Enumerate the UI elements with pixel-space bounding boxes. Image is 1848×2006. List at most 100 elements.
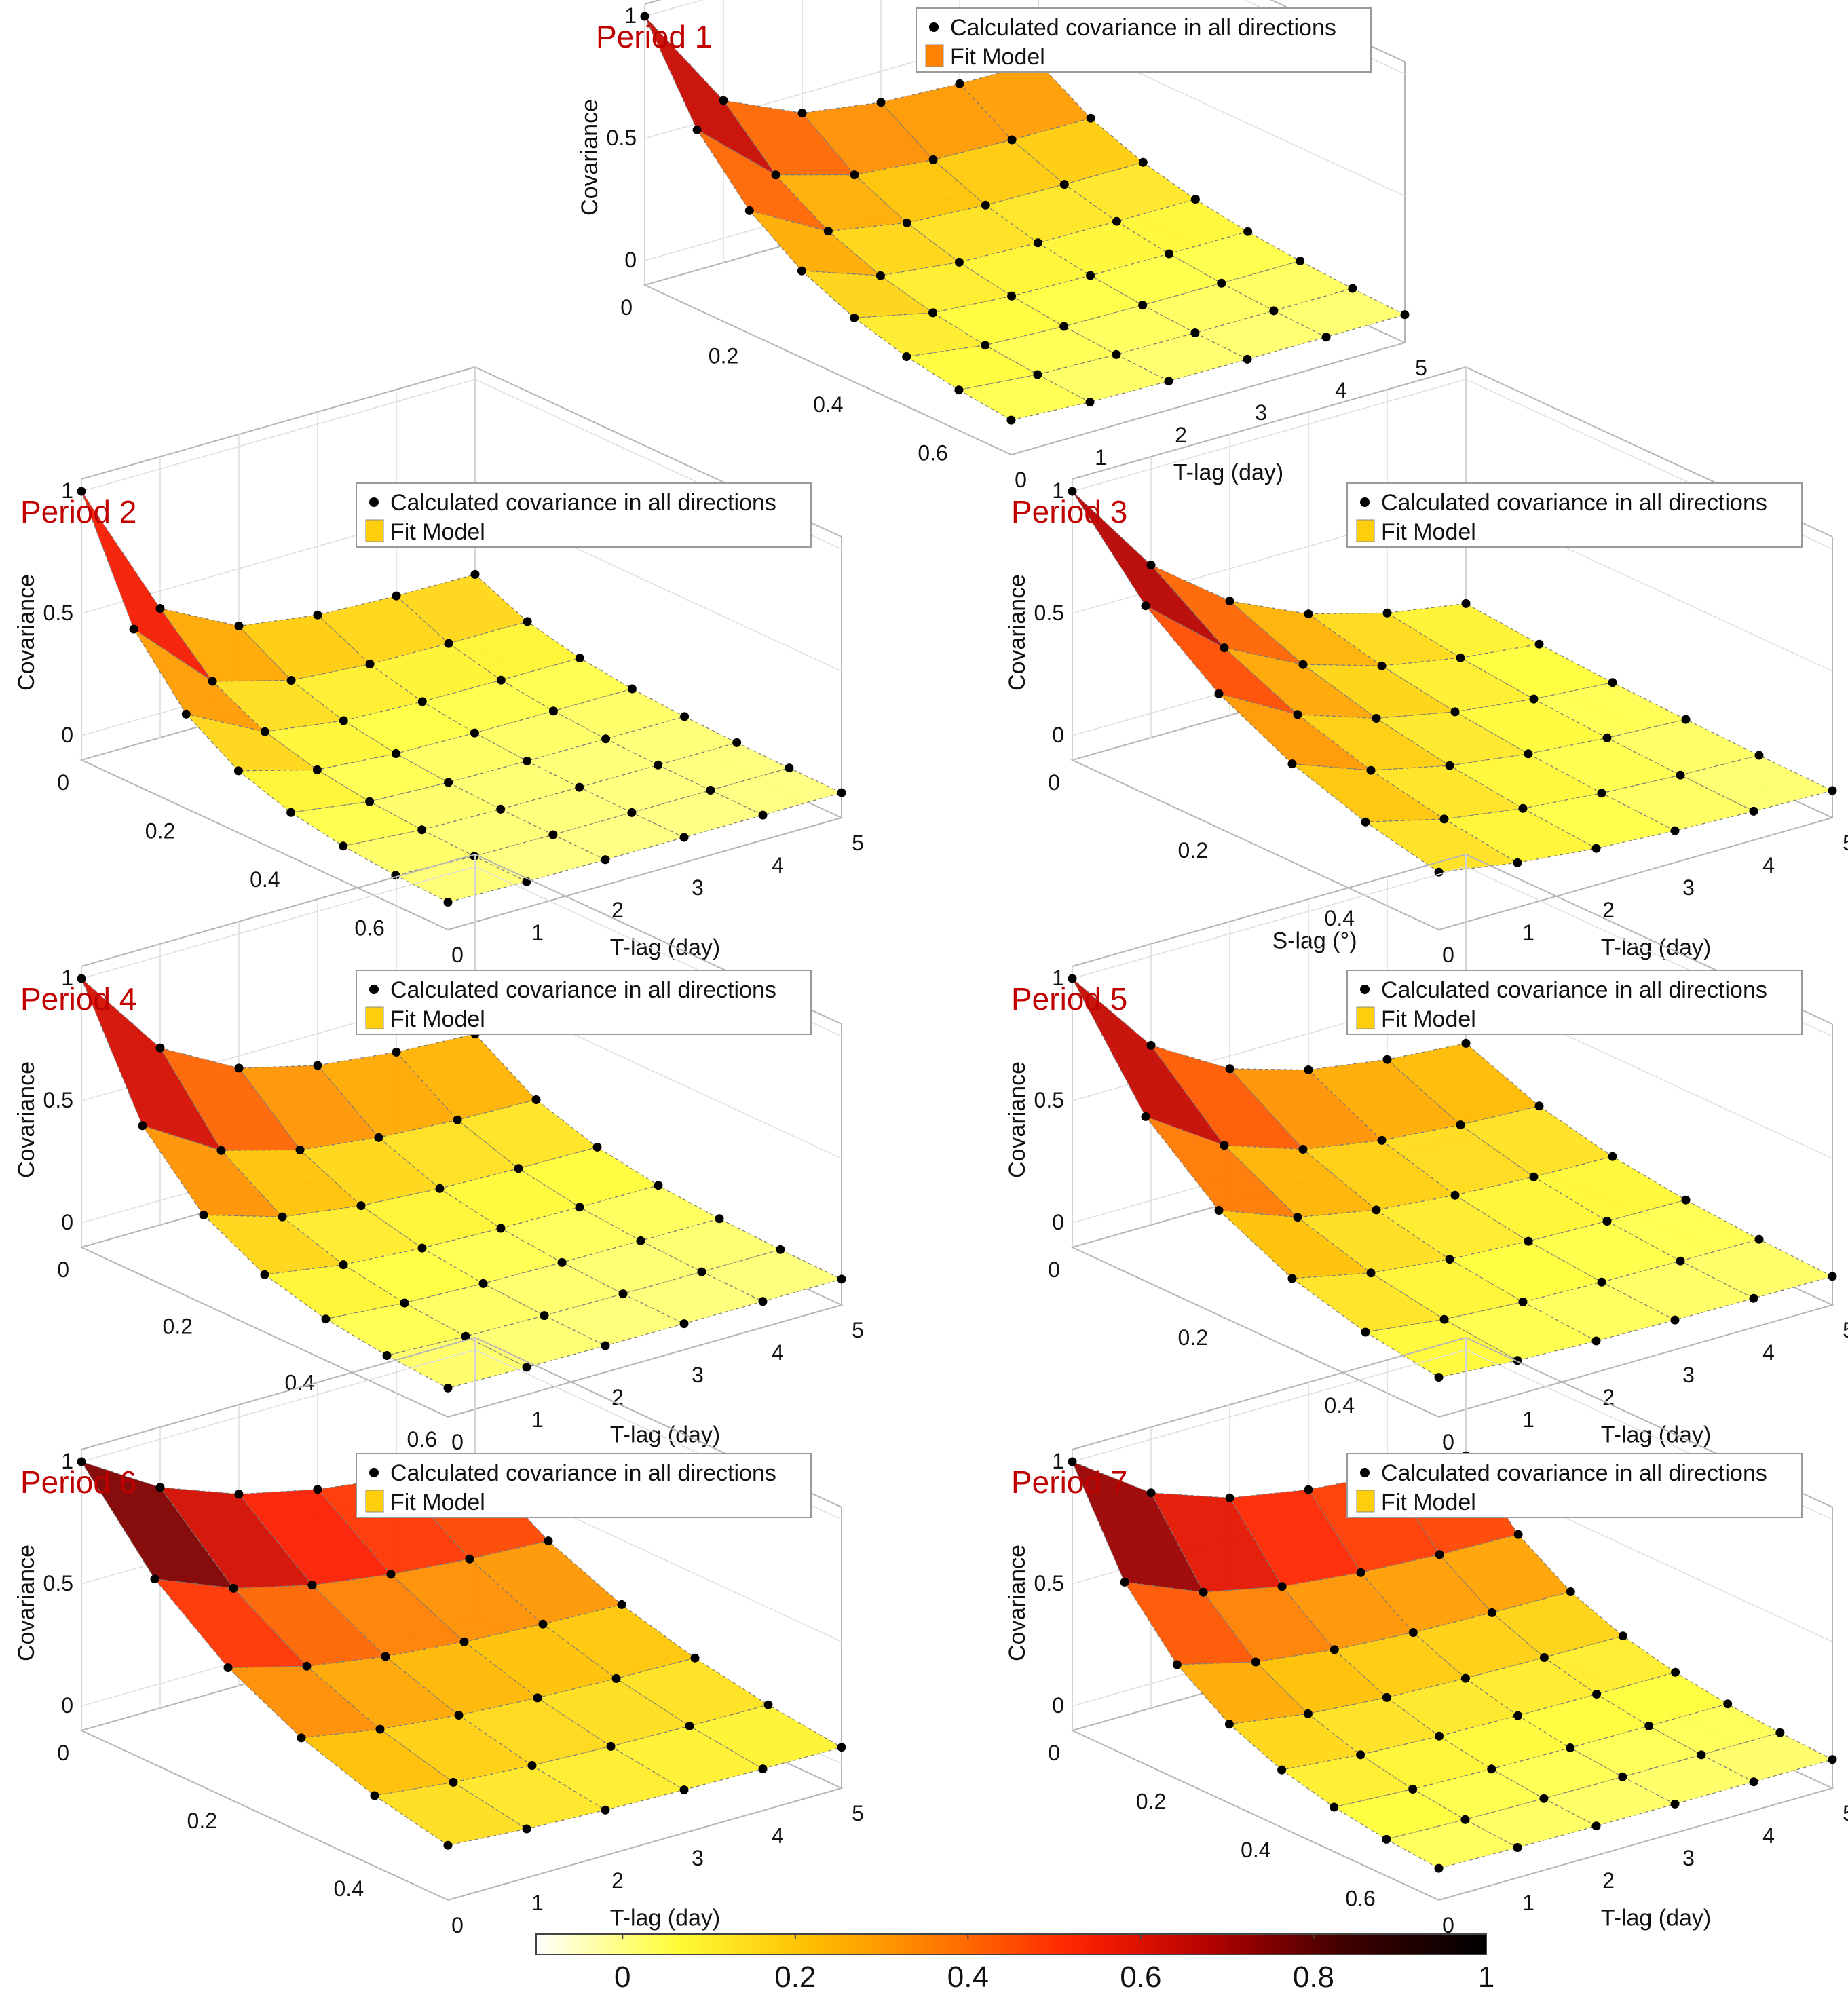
data-point <box>1217 278 1226 288</box>
data-point <box>1220 1141 1229 1150</box>
surface-patch <box>220 1149 362 1217</box>
top-back-line <box>81 854 476 967</box>
data-point <box>1566 1587 1575 1596</box>
s-tick-label: 0.4 <box>334 1876 364 1901</box>
data-point <box>1597 1277 1606 1287</box>
data-point <box>837 788 846 797</box>
data-point <box>1534 639 1544 649</box>
data-point <box>1059 322 1069 331</box>
surface-patch <box>1527 737 1682 794</box>
z-tick-label: 0 <box>624 248 637 272</box>
legend-surface-label: Fit Model <box>390 519 485 545</box>
data-point <box>1518 1298 1528 1306</box>
surface-patch <box>1606 719 1760 776</box>
data-point <box>1775 1728 1785 1737</box>
data-point <box>715 1214 724 1224</box>
data-point <box>719 96 728 105</box>
data-point <box>548 706 558 716</box>
surface-patch <box>1359 1735 1493 1790</box>
s-tick-label: 0.6 <box>1345 1886 1375 1910</box>
data-point <box>1754 751 1764 760</box>
data-point <box>797 266 806 276</box>
legend-box <box>1346 1453 1803 1518</box>
s-tick-label: 0 <box>1048 770 1060 795</box>
data-point <box>77 487 86 496</box>
data-point <box>138 1121 147 1131</box>
data-point <box>234 621 244 630</box>
s-tick-label: 0.6 <box>407 1427 437 1452</box>
z-tick-label: 1 <box>61 966 73 990</box>
data-point <box>1287 759 1297 769</box>
data-point <box>339 716 348 725</box>
legend-surface-swatch <box>925 44 944 67</box>
data-point <box>1697 1750 1706 1760</box>
data-point <box>617 1600 626 1609</box>
surface-patch <box>211 679 345 732</box>
data-point <box>155 1043 165 1053</box>
data-point <box>370 1791 379 1800</box>
top-back-line <box>1072 366 1467 480</box>
t-tick-label: 4 <box>772 853 784 877</box>
data-point <box>1138 301 1148 310</box>
data-point <box>1321 333 1331 342</box>
surface-patch <box>1679 755 1834 812</box>
panel-period-5: 0 0.5 1 0 0.2 0.4 0 1 2 3 4 5 Covariance T-lag (day) P… <box>1004 854 1848 1454</box>
data-point <box>1007 291 1017 301</box>
legend: Calculated covariance in all directions F… <box>356 1453 812 1518</box>
data-point <box>1539 1794 1549 1803</box>
s-tick-label: 0.4 <box>1325 906 1355 930</box>
data-point <box>627 808 637 817</box>
data-point <box>321 1314 331 1324</box>
data-point <box>797 109 807 118</box>
data-point <box>823 227 833 236</box>
z-tick-label: 0 <box>61 1693 73 1718</box>
panel-period-3: 0 0.5 1 0 0.2 0.4 0 1 2 3 4 5 Covariance T-lag (day) S… <box>1004 366 1848 967</box>
data-point <box>1225 597 1234 606</box>
x-axis-label: T-lag (day) <box>1601 935 1712 961</box>
t-tick-label: 4 <box>1335 378 1347 402</box>
surface-patch <box>905 204 1039 263</box>
z-axis-label: Covariance <box>14 574 39 691</box>
x-axis-label: T-lag (day) <box>610 1906 721 1931</box>
top-back-line <box>1072 1337 1467 1450</box>
surface-patch <box>1307 612 1462 666</box>
legend-points-label: Calculated covariance in all directions <box>390 1460 776 1486</box>
colorbar-tick-label: 0.4 <box>947 1961 989 1994</box>
data-point <box>365 797 375 806</box>
data-point <box>1138 157 1148 167</box>
z-tick-label: 1 <box>1052 478 1064 503</box>
data-point <box>690 1653 700 1663</box>
t-tick-label: 3 <box>1682 1363 1695 1387</box>
data-point <box>1164 377 1173 386</box>
t-tick-label: 5 <box>1415 356 1427 380</box>
data-point <box>470 852 479 861</box>
y-axis-label: S-lag (°) <box>1272 928 1357 954</box>
data-point <box>1749 1777 1758 1787</box>
data-point <box>1828 786 1837 795</box>
data-point <box>1190 195 1200 204</box>
s-tick-label: 0.6 <box>354 915 384 940</box>
data-point <box>575 1203 584 1212</box>
surface-patch <box>932 139 1066 206</box>
t-tick-label: 4 <box>772 1340 784 1365</box>
data-point <box>1086 271 1095 280</box>
z-tick-label: 1 <box>1052 966 1064 990</box>
surface-patch <box>536 1678 691 1747</box>
data-point <box>1298 1145 1308 1154</box>
legend-surface-swatch <box>1356 1006 1375 1029</box>
data-point <box>1372 1205 1381 1215</box>
t-tick-label: 4 <box>1762 853 1775 877</box>
data-point <box>1450 707 1460 717</box>
calculated-covariance-points <box>77 974 846 1393</box>
fit-model-surface <box>1072 978 1834 1378</box>
data-point <box>444 778 453 787</box>
data-point <box>522 1824 531 1834</box>
data-point <box>1592 1690 1602 1699</box>
surface-patch <box>447 621 581 681</box>
surface-patch <box>81 491 213 682</box>
z-axis-label: Covariance <box>1004 1061 1030 1178</box>
panel-period-6: 0 0.5 1 0 0.2 0.4 0 1 2 3 4 5 Covariance T-lag (day) P… <box>14 1337 864 1937</box>
legend-point-marker <box>1360 1468 1370 1477</box>
data-point <box>391 749 400 758</box>
